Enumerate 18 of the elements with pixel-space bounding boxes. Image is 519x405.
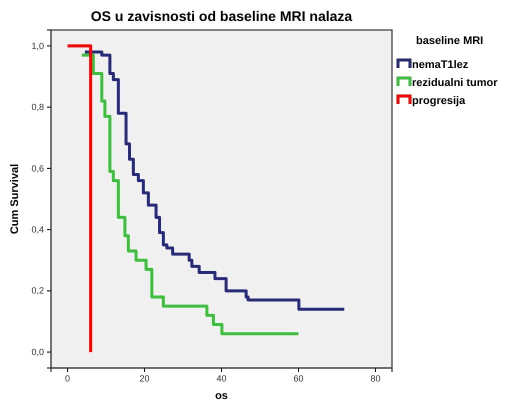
x-axis-title: os [215,390,228,402]
y-tick-label: 0,2 [31,286,44,296]
y-tick-label: 0,4 [31,224,44,234]
x-tick-label: 80 [370,373,380,384]
y-tick-label: 0,8 [31,102,44,112]
legend-title: baseline MRI [416,35,484,47]
y-axis-title: Cum Survival [9,164,21,234]
x-tick-label: 60 [293,373,304,384]
x-tick-label: 40 [216,373,227,384]
chart-title: OS u zavisnosti od baseline MRI nalaza [90,8,352,24]
y-tick-label: 1,0 [31,40,44,51]
y-tick-label: 0,0 [31,346,44,357]
x-tick-label: 0 [65,373,70,384]
legend-label: progresija [412,95,466,107]
legend-label: rezidualni tumor [412,77,498,89]
x-tick-label: 20 [140,373,150,384]
legend-label: nemaT1lez [412,59,469,71]
y-tick-label: 0,6 [31,163,44,174]
